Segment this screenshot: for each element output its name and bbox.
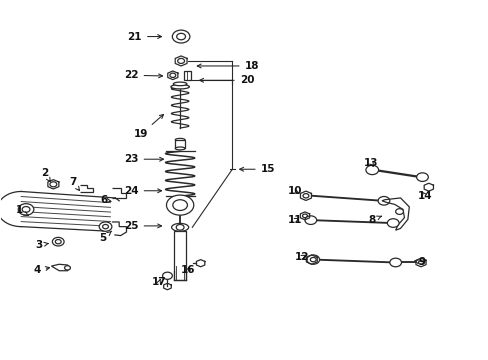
Bar — [183, 71, 191, 80]
Circle shape — [176, 33, 185, 40]
Ellipse shape — [175, 138, 184, 141]
Circle shape — [172, 30, 189, 43]
Text: 18: 18 — [197, 61, 259, 71]
Text: 23: 23 — [124, 154, 163, 164]
Ellipse shape — [175, 147, 184, 150]
Circle shape — [377, 197, 389, 205]
Circle shape — [176, 225, 183, 230]
Circle shape — [52, 237, 64, 246]
Bar — [174, 231, 186, 280]
Circle shape — [395, 209, 403, 215]
Circle shape — [302, 214, 307, 218]
Text: 6: 6 — [100, 195, 111, 205]
Circle shape — [169, 73, 175, 77]
Circle shape — [64, 266, 70, 270]
Circle shape — [365, 165, 378, 175]
Circle shape — [418, 261, 423, 264]
Text: 9: 9 — [414, 257, 425, 267]
Text: 11: 11 — [287, 215, 302, 225]
Text: 12: 12 — [294, 252, 308, 262]
Text: 19: 19 — [134, 114, 163, 139]
Text: 15: 15 — [239, 164, 275, 174]
Circle shape — [389, 258, 401, 267]
Text: 17: 17 — [152, 277, 166, 287]
Text: 10: 10 — [287, 186, 302, 197]
Circle shape — [102, 225, 108, 229]
Circle shape — [22, 207, 30, 212]
Circle shape — [177, 58, 184, 63]
Text: 7: 7 — [69, 177, 80, 190]
Text: 24: 24 — [124, 186, 161, 196]
Text: 2: 2 — [41, 168, 50, 181]
Circle shape — [386, 219, 398, 227]
Circle shape — [50, 182, 57, 187]
Text: 8: 8 — [368, 215, 381, 225]
Circle shape — [306, 255, 319, 264]
Text: 22: 22 — [124, 70, 162, 80]
Circle shape — [305, 216, 316, 225]
Circle shape — [162, 272, 172, 279]
Circle shape — [416, 173, 427, 181]
Bar — [175, 140, 184, 148]
Text: 20: 20 — [199, 75, 254, 85]
Circle shape — [172, 200, 187, 211]
Text: 3: 3 — [35, 240, 48, 250]
Text: 21: 21 — [127, 32, 161, 41]
Circle shape — [310, 257, 316, 262]
Ellipse shape — [173, 82, 186, 86]
Circle shape — [18, 204, 34, 215]
Circle shape — [303, 194, 308, 198]
Text: 14: 14 — [417, 191, 431, 201]
Ellipse shape — [170, 85, 189, 89]
Ellipse shape — [171, 224, 188, 231]
Text: 5: 5 — [99, 231, 111, 243]
Text: 4: 4 — [34, 265, 49, 275]
Circle shape — [99, 222, 112, 231]
Text: 13: 13 — [363, 158, 378, 168]
Circle shape — [55, 239, 61, 244]
Text: 25: 25 — [124, 221, 161, 231]
Text: 16: 16 — [181, 265, 195, 275]
Circle shape — [166, 195, 193, 215]
Text: 1: 1 — [16, 206, 28, 216]
